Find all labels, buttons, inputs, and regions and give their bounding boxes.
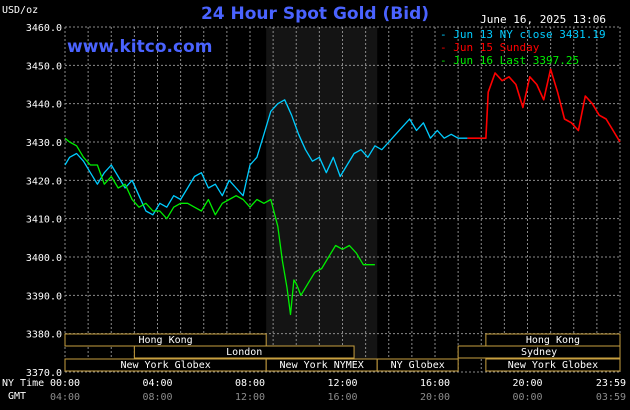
x-tick-label-gmt: 03:59 (596, 392, 626, 403)
legend-dash: - (440, 28, 454, 41)
gmt-label: GMT (8, 391, 27, 402)
session-bar-label: Sydney (521, 347, 557, 358)
legend-item-sunday: - Jun 15 Sunday (440, 41, 606, 54)
y-tick-label: 3460.0 (26, 23, 62, 34)
session-bar (485, 358, 621, 372)
session-bar (376, 358, 459, 372)
y-tick-label: 3390.0 (26, 291, 62, 302)
session-bar-label: New York Globex (120, 360, 210, 371)
session-bar-label: New York Globex (508, 360, 598, 371)
x-tick-label-ny: 16:00 (420, 378, 450, 389)
session-bar-label: New York NYMEX (280, 360, 364, 371)
chart-title: 24 Hour Spot Gold (Bid) (200, 4, 430, 24)
y-tick-label: 3450.0 (26, 61, 62, 72)
legend-item-ny-close: - Jun 13 NY close 3431.19 (440, 28, 606, 41)
session-bar (133, 345, 355, 359)
x-tick-label-gmt: 08:00 (142, 392, 172, 403)
y-tick-label: 3430.0 (26, 138, 62, 149)
site-watermark: www.kitco.com (67, 37, 213, 57)
session-bar-label: Hong Kong (139, 335, 193, 346)
x-tick-label-gmt: 04:00 (50, 392, 80, 403)
session-bar-label: Hong Kong (526, 335, 580, 346)
x-tick-label-ny: 12:00 (327, 378, 357, 389)
x-tick-label-ny: 08:00 (235, 378, 265, 389)
session-bar-label: London (226, 347, 262, 358)
x-tick-label-ny: 04:00 (142, 378, 172, 389)
y-tick-label: 3410.0 (26, 215, 62, 226)
x-tick-label-gmt: 16:00 (327, 392, 357, 403)
legend: - Jun 13 NY close 3431.19 - Jun 15 Sunda… (440, 28, 606, 67)
legend-text: Jun 13 NY close 3431.19 (453, 28, 606, 41)
x-tick-label-ny: 00:00 (50, 378, 80, 389)
session-highlight (266, 27, 378, 372)
y-tick-label: 3420.0 (26, 176, 62, 187)
legend-dash: - (440, 54, 454, 67)
legend-text: Jun 16 Last 3397.25 (453, 54, 580, 67)
y-tick-label: 3440.0 (26, 100, 62, 111)
timestamp: June 16, 2025 13:06 (480, 13, 606, 26)
x-tick-label-gmt: 12:00 (235, 392, 265, 403)
series-line-1 (64, 99, 468, 216)
series-line-3 (64, 137, 375, 316)
y-tick-label: 3370.0 (26, 368, 62, 379)
session-bar-label: NY Globex (391, 360, 445, 371)
legend-dash: - (440, 41, 454, 54)
y-tick-label: 3380.0 (26, 330, 62, 341)
series-line-2 (467, 68, 621, 143)
session-bar (457, 345, 621, 359)
legend-text: Jun 15 Sunday (453, 41, 540, 54)
x-tick-label-gmt: 20:00 (420, 392, 450, 403)
x-tick-label-ny: 23:59 (596, 378, 626, 389)
x-tick-label-ny: 20:00 (512, 378, 542, 389)
y-unit-label: USD/oz (2, 5, 39, 16)
ny-time-label: NY Time (2, 378, 45, 389)
legend-item-last: - Jun 16 Last 3397.25 (440, 54, 606, 67)
x-tick-label-gmt: 00:00 (512, 392, 542, 403)
y-tick-label: 3400.0 (26, 253, 62, 264)
